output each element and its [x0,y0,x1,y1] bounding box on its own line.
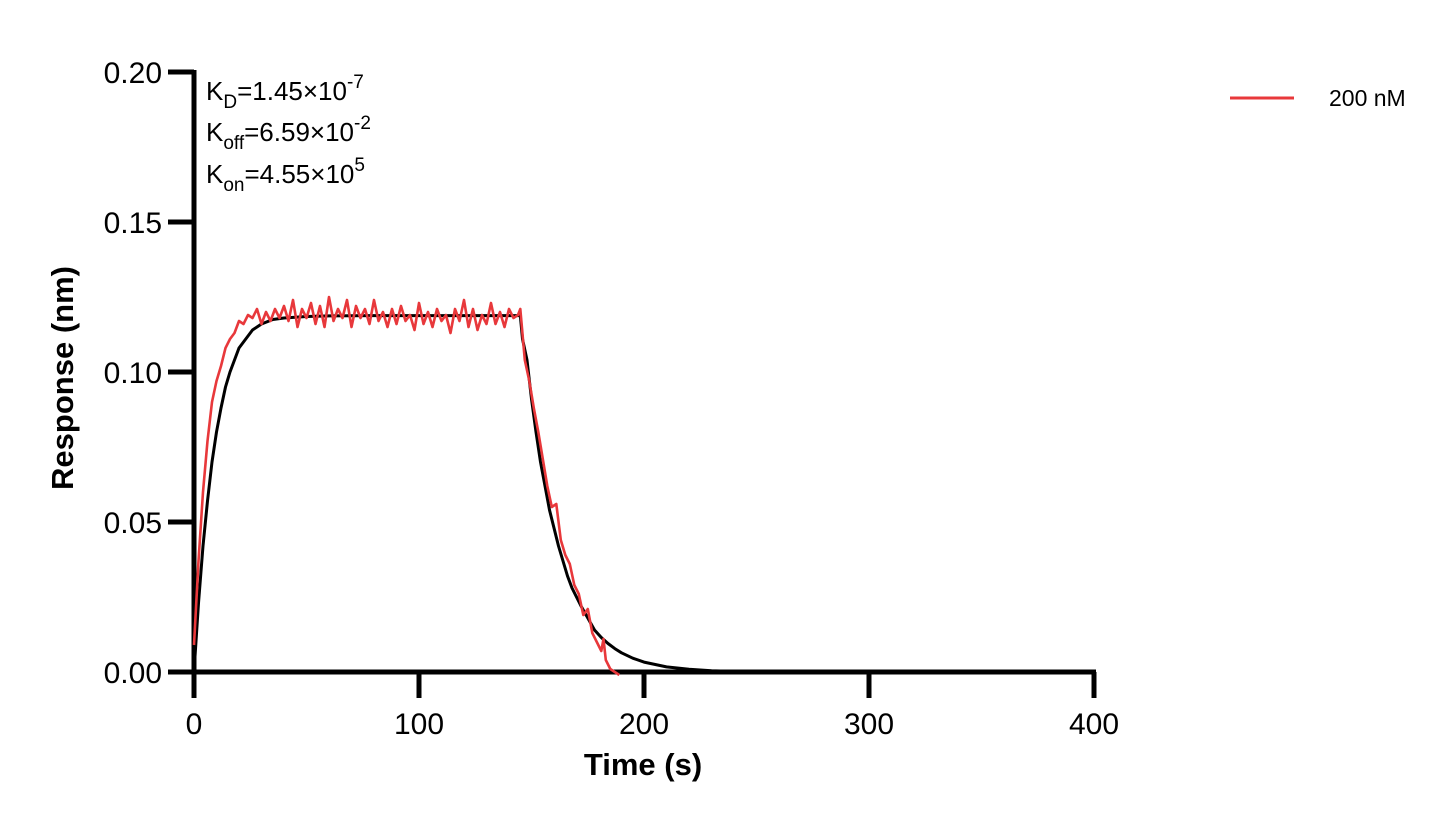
y-axis-title: Response (nm) [45,266,80,490]
y-tick-label: 0.20 [104,57,162,90]
y-axis: 0.00 0.05 0.10 0.15 0.20 [104,57,197,690]
legend-label: 200 nM [1329,85,1406,111]
y-tick-label: 0.05 [104,507,162,540]
x-tick-label: 100 [394,708,444,741]
fit-curve [192,314,1094,674]
x-tick-label: 200 [619,708,669,741]
series-line-200nm [192,295,621,677]
kinetic-annotation: Koff=6.59×10-2 [206,113,371,154]
y-tick-label: 0.10 [104,357,162,390]
series-layer [192,295,1094,677]
x-tick-label: 0 [186,708,203,741]
x-tick-label: 300 [844,708,894,741]
x-tick-label: 400 [1069,708,1119,741]
y-tick-label: 0.00 [104,657,162,690]
kinetic-annotation: Kon=4.55×105 [206,155,365,196]
legend: 200 nM [1230,85,1406,111]
kinetic-annotation: KD=1.45×10-7 [206,72,364,113]
y-tick-label: 0.15 [104,207,162,240]
x-axis-title: Time (s) [584,747,702,782]
x-axis: 0 100 200 300 400 [186,669,1119,741]
